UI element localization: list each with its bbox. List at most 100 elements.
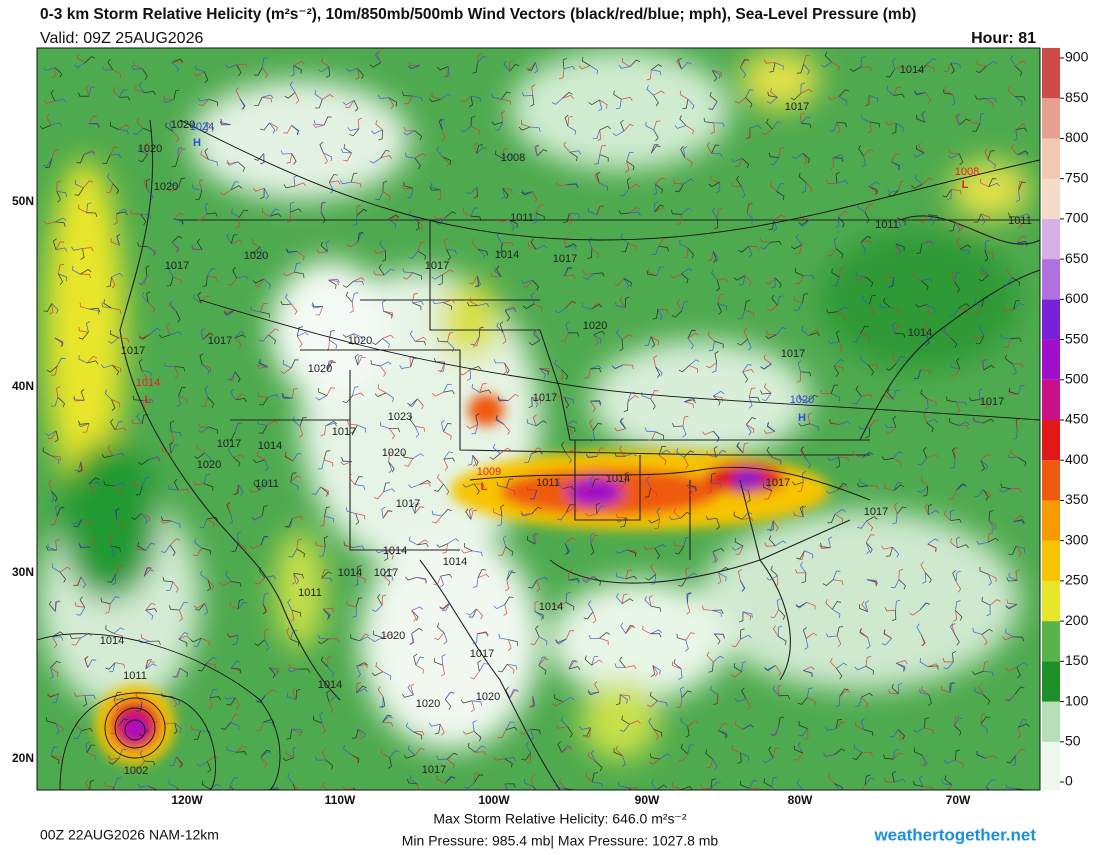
wind-barb: [350, 172, 358, 183]
wind-barb: [1016, 235, 1027, 244]
wind-barb: [261, 67, 268, 79]
wind-barb: [401, 91, 413, 97]
wind-barb: [479, 383, 487, 393]
wind-barb: [526, 752, 532, 764]
wind-barb: [897, 729, 905, 740]
wind-barb: [109, 596, 120, 605]
wind-barb: [682, 425, 687, 438]
wind-barb: [716, 278, 729, 283]
wind-barb: [405, 576, 417, 581]
colorbar-label: 600: [1065, 290, 1089, 306]
wind-barb: [402, 268, 414, 274]
wind-barb: [803, 54, 810, 65]
wind-barb: [884, 607, 896, 612]
wind-barb: [86, 355, 97, 364]
wind-barb: [951, 270, 955, 283]
wind-barb: [557, 478, 564, 490]
wind-barb: [137, 242, 148, 248]
wind-barb: [312, 123, 325, 128]
wind-barb: [357, 231, 364, 243]
wind-barb: [562, 94, 574, 99]
wind-barb: [866, 520, 874, 532]
wind-barb: [973, 213, 982, 223]
wind-barb: [589, 419, 594, 431]
wind-barb: [503, 153, 515, 159]
wind-barb: [291, 728, 301, 737]
wind-barb: [580, 487, 593, 493]
wind-barb: [503, 60, 511, 72]
wind-barb: [118, 129, 129, 135]
wind-barb: [526, 418, 537, 427]
wind-barb: [293, 174, 298, 187]
wind-barb: [202, 276, 208, 287]
wind-barb: [1009, 448, 1019, 458]
wind-barb: [590, 400, 596, 413]
site-credit[interactable]: weathertogether.net: [873, 825, 1036, 844]
wind-barb: [820, 542, 831, 549]
wind-barb: [865, 656, 872, 667]
wind-barb: [1015, 190, 1021, 203]
wind-barb: [417, 250, 426, 260]
wind-barb: [710, 122, 715, 134]
wind-barb: [836, 635, 842, 648]
wind-barb: [189, 637, 202, 643]
wind-barb: [100, 597, 111, 605]
wind-barb: [885, 69, 895, 78]
wind-barb: [884, 120, 897, 126]
wind-barb: [710, 175, 720, 183]
wind-barb: [492, 443, 501, 454]
wind-barb: [138, 153, 148, 162]
wind-barb: [135, 486, 143, 496]
wind-barb: [443, 383, 452, 393]
wind-barb: [50, 122, 63, 127]
wind-barb: [748, 246, 753, 258]
wind-barb: [43, 99, 56, 104]
wind-barb: [896, 506, 907, 515]
wind-barb: [206, 516, 219, 521]
isobar-label: 1023: [388, 411, 412, 423]
wind-barb: [803, 275, 815, 280]
wind-barb: [768, 746, 774, 758]
wind-barb: [745, 424, 752, 436]
wind-barb: [171, 431, 182, 437]
wind-barb: [650, 487, 658, 498]
wind-barb: [445, 211, 456, 218]
wind-barb: [626, 152, 634, 162]
wind-barb: [329, 180, 341, 185]
wind-barb: [712, 694, 719, 705]
wind-barb: [748, 787, 760, 790]
wind-barb: [551, 701, 564, 707]
wind-barb: [238, 484, 244, 496]
wind-barb: [712, 548, 725, 553]
wind-barb: [982, 661, 989, 672]
isobar-label: 1017: [396, 498, 420, 510]
wind-barb: [201, 397, 209, 407]
wind-barb: [446, 758, 455, 769]
wind-barb: [199, 518, 208, 528]
wind-barb: [286, 153, 293, 164]
wind-barb: [835, 248, 844, 259]
wind-barb: [796, 550, 805, 560]
wind-barb: [477, 660, 482, 672]
wind-barb: [359, 633, 370, 642]
wind-barb: [1016, 240, 1028, 246]
wind-barb: [114, 421, 124, 431]
wind-barb: [339, 180, 352, 185]
wind-barb: [386, 549, 394, 560]
wind-barb: [59, 571, 67, 583]
wind-barb: [472, 63, 478, 74]
wind-barb: [620, 417, 626, 429]
wind-barb: [827, 339, 840, 344]
wind-barb: [987, 159, 996, 169]
wind-barb: [687, 720, 699, 727]
wind-barb: [229, 785, 235, 790]
wind-barb: [179, 609, 183, 622]
wind-barb: [711, 152, 723, 158]
wind-barb: [416, 577, 427, 583]
isobar-label: 1020: [154, 181, 178, 193]
wind-barb: [112, 69, 122, 79]
wind-barb: [950, 337, 958, 348]
wind-barb: [767, 91, 778, 98]
wind-barb: [409, 415, 416, 427]
